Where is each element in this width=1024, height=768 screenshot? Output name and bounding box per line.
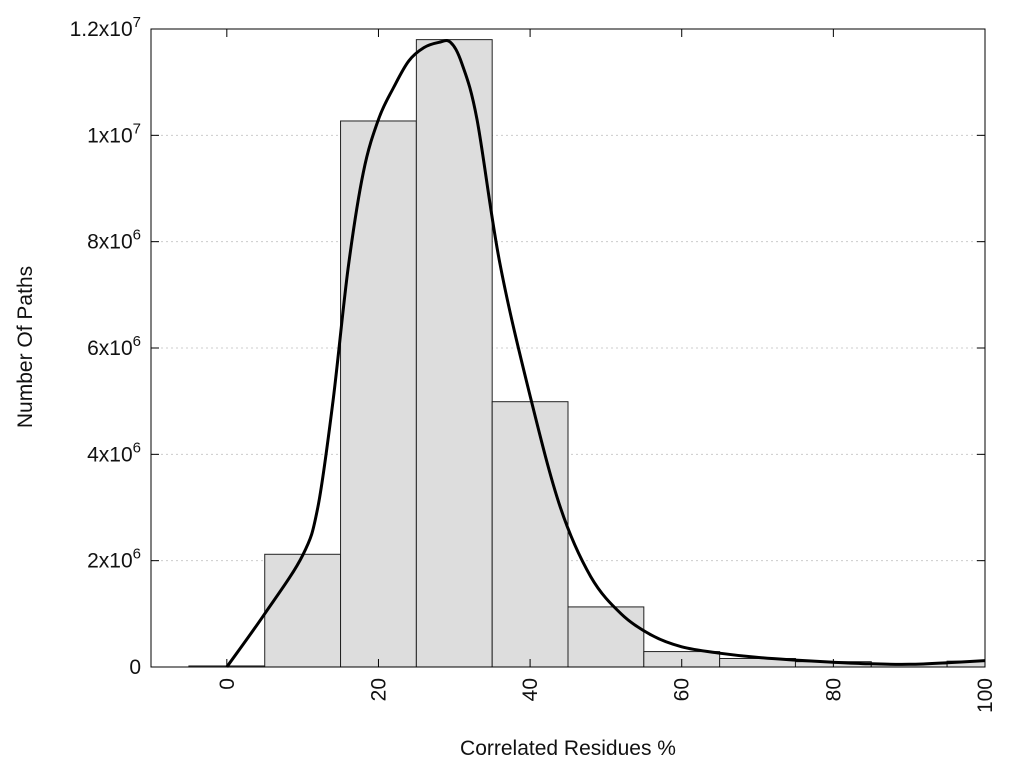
y-tick-label-base: 4x10 (87, 443, 133, 466)
x-axis-ticks: 0 20 40 60 80 100 (216, 29, 997, 713)
x-tick-label: 60 (671, 678, 694, 701)
y-tick-label-base: 1x10 (87, 124, 133, 147)
y-tick-label: 2x106 (87, 546, 141, 573)
y-tick-label: 4x106 (87, 439, 141, 466)
y-tick-label: 0 (129, 656, 141, 679)
y-tick-label: 1.2x107 (70, 14, 141, 41)
y-tick-label: 1x107 (87, 120, 141, 147)
x-tick-label: 0 (216, 678, 239, 690)
x-tick-label: 20 (367, 678, 390, 701)
y-tick-label-exponent: 7 (133, 14, 141, 31)
y-tick-label-base: 6x10 (87, 337, 133, 360)
y-tick-label-base: 8x10 (87, 231, 133, 254)
y-tick-label-base: 2x10 (87, 550, 133, 573)
x-tick-label: 100 (974, 678, 997, 713)
y-tick-label-exponent: 6 (133, 546, 141, 563)
histogram-bar (491, 401, 569, 668)
y-tick-label-exponent: 6 (133, 439, 141, 456)
y-tick-label: 6x106 (87, 333, 141, 360)
histogram-bars (188, 39, 986, 668)
histogram-bar (415, 39, 493, 668)
histogram-bar (567, 606, 645, 668)
x-tick-label: 40 (519, 678, 542, 701)
y-tick-label-exponent: 7 (133, 120, 141, 137)
histogram-bar (340, 120, 417, 668)
x-axis-label: Correlated Residues % (460, 737, 676, 760)
histogram-bar (264, 553, 342, 668)
x-tick-label: 80 (822, 678, 845, 701)
y-tick-label-base: 0 (129, 656, 141, 679)
y-tick-label-exponent: 6 (133, 333, 141, 350)
y-tick-label-exponent: 6 (133, 227, 141, 244)
y-axis-label: Number Of Paths (14, 266, 37, 428)
density-curve (225, 38, 986, 668)
y-tick-label-base: 1.2x10 (70, 18, 133, 41)
y-tick-label: 8x106 (87, 227, 141, 254)
